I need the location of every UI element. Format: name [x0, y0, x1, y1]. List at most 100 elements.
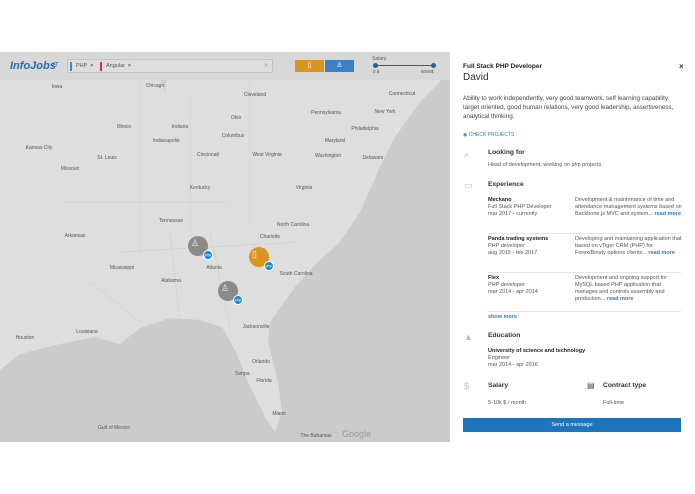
map-label: Indiana [171, 124, 189, 130]
region-label: IT [52, 62, 59, 69]
company: Meckano [488, 197, 512, 203]
job-description: Development and ongoing support for MySQ… [575, 275, 668, 302]
experience-item: Flex PHP developer mar 2014 - apr 2014 Deve… [488, 275, 681, 312]
map-label: Missouri [60, 166, 80, 172]
map-label: Charlotte [259, 234, 281, 240]
company: Flex [488, 275, 500, 281]
top-bar: InfoJobs IT PHP × Angular × ⌕ ▯ ♙ Salary 0… [0, 52, 450, 80]
job-role: Full Stack PHP Developer [488, 204, 552, 210]
map-label: The Bahamas [300, 433, 332, 439]
map-label: Tampa [234, 371, 250, 377]
map-label: South Carolina [279, 271, 313, 277]
salary-value: 5-10k $ / month [488, 400, 527, 406]
education-dates: mar 2014 - apr 2016 [488, 362, 538, 368]
map-label: Chicago [145, 83, 165, 89]
search-input[interactable]: PHP × Angular × ⌕ [67, 59, 273, 73]
logo[interactable]: InfoJobs [10, 60, 56, 72]
degree: Engineer [488, 355, 511, 361]
map-label: Cincinnati [197, 152, 219, 158]
map-label: Jacksonville [242, 324, 270, 330]
tag-php: PHP × [70, 62, 93, 71]
dollar-icon: $ [464, 381, 470, 391]
map-label: Philadelphia [351, 126, 379, 132]
map-label: Pennsylvania [311, 110, 341, 116]
map-label: Atlanta [206, 265, 222, 271]
looking-for-title: Looking for [488, 149, 525, 156]
map-label: Iowa [51, 84, 63, 90]
contract-title: Contract type [603, 382, 647, 389]
job-role: PHP developer [488, 243, 525, 249]
job-description: Developing and maintaining application t… [575, 236, 682, 256]
candidate-role: Full Stack PHP Developer [463, 63, 542, 70]
map-label: New York [374, 109, 396, 115]
map-label: Virginia [295, 185, 313, 191]
search-icon[interactable]: ⌕ [264, 62, 268, 69]
map-label: Houston [15, 335, 35, 341]
experience-description: Developing and maintaining application t… [575, 236, 685, 257]
candidate-name: David [463, 72, 489, 83]
experience-item: Meckano Full Stack PHP Developer mar 2017 … [488, 197, 682, 234]
contract-value: Full-time [603, 400, 625, 406]
briefcase-icon: ▭ [464, 180, 473, 190]
map-label: Indianapolis [152, 138, 180, 144]
experience-item: Panda trading systems PHP developer aug 20… [488, 236, 681, 273]
slider-min-handle[interactable] [373, 63, 378, 68]
education-entry: University of science and technology Eng… [488, 348, 585, 369]
candidate-panel: Full Stack PHP Developer × David Ability… [450, 52, 695, 442]
company: Panda trading systems [488, 236, 549, 242]
map-label: Delaware [362, 155, 384, 161]
salary-slider[interactable] [373, 63, 436, 68]
map-label: Washington [314, 153, 342, 159]
map-label: Columbus [221, 133, 245, 139]
map-label: Arkansas [64, 233, 86, 239]
send-message-button[interactable]: Send a message [463, 418, 681, 432]
looking-for-text: Head of development, working on php proj… [488, 162, 603, 168]
map-label: Ohio [230, 115, 242, 121]
map-label: Miami [272, 411, 286, 417]
tag-label: Angular [106, 63, 125, 69]
salary-max: 8000$ [421, 69, 434, 74]
map-label: Tennessee [158, 218, 184, 224]
map[interactable]: InfoJobs IT PHP × Angular × ⌕ ▯ ♙ Salary 0… [0, 52, 450, 442]
remove-tag-icon[interactable]: × [90, 63, 94, 69]
google-attribution: Google [342, 429, 372, 439]
map-label: St. Louis [97, 155, 117, 161]
job-description: Development & maintenance of time and at… [575, 197, 682, 217]
candidates-view-button[interactable]: ♙ [325, 60, 354, 72]
education-title: Education [488, 332, 521, 339]
show-more-link[interactable]: show more [488, 314, 518, 320]
slider-max-handle[interactable] [431, 63, 436, 68]
map-label: North Carolina [276, 222, 310, 228]
job-dates: mar 2017 - currently [488, 211, 538, 217]
experience-title: Experience [488, 181, 524, 188]
person-icon: ♙ [336, 62, 343, 69]
map-label: West Virginia [252, 152, 282, 158]
job-dates: mar 2014 - apr 2014 [488, 289, 538, 295]
search-icon: ⌕ [464, 149, 470, 159]
contract-icon: ▤ [587, 381, 595, 390]
read-more-link[interactable]: read more [648, 250, 675, 256]
companies-view-button[interactable]: ▯ [295, 60, 324, 72]
map-label: Maryland [324, 138, 346, 144]
close-icon[interactable]: × [679, 62, 684, 71]
experience-meta: Flex PHP developer mar 2014 - apr 2014 [488, 275, 573, 296]
experience-meta: Panda trading systems PHP developer aug 20… [488, 236, 573, 257]
check-projects-link[interactable]: ◉ CHECK PROJECTS [463, 132, 514, 138]
salary-min: 0 $ [373, 69, 380, 74]
candidate-summary: Ability to work independently, very good… [463, 95, 674, 120]
read-more-link[interactable]: read more [654, 211, 682, 217]
school: University of science and technology [488, 348, 586, 354]
map-label: Florida [256, 378, 272, 384]
experience-description: Development & maintenance of time and at… [575, 197, 685, 218]
map-label: Alabama [161, 278, 181, 284]
php-badge: php [233, 295, 243, 305]
github-icon: ◉ [463, 132, 469, 138]
map-label: Connecticut [388, 91, 416, 97]
map-label: Orlando [252, 359, 270, 365]
php-badge: php [203, 250, 213, 260]
remove-tag-icon[interactable]: × [127, 63, 131, 69]
job-role: PHP developer [488, 282, 525, 288]
read-more-link[interactable]: read more [606, 296, 634, 302]
tag-label: PHP [76, 63, 88, 69]
job-dates: aug 2015 - feb 2017 [488, 250, 538, 256]
